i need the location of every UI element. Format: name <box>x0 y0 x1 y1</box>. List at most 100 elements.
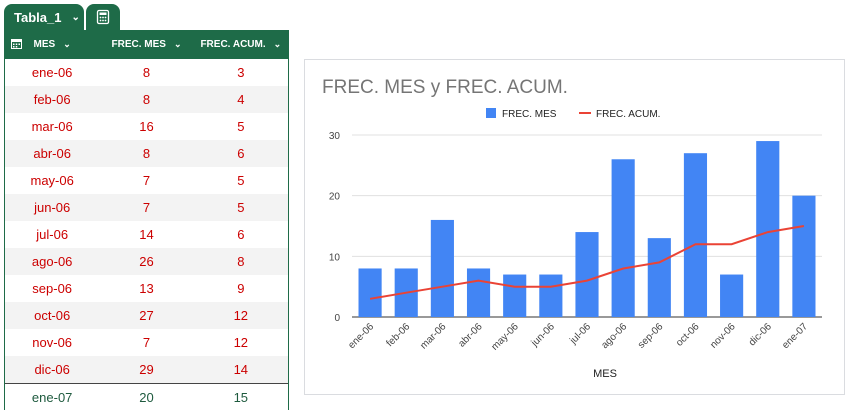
chart-svg: FREC. MES y FREC. ACUM. FREC. MES FREC. AC… <box>322 77 822 380</box>
cell-frec-mes[interactable]: 14 <box>139 227 154 242</box>
y-tick-label: 10 <box>329 252 341 263</box>
column-header-label: FREC. ACUM. <box>200 39 266 50</box>
table-view-button[interactable] <box>86 4 120 30</box>
x-tick-label: ene-06 <box>346 321 376 351</box>
cell-frec-acum[interactable]: 15 <box>233 389 249 405</box>
cell-frec-acum[interactable]: 4 <box>237 92 245 107</box>
calendar-icon <box>11 39 22 49</box>
cell-mes[interactable]: feb-06 <box>33 92 71 107</box>
bar <box>466 268 491 317</box>
cell-frec-acum[interactable]: 3 <box>237 65 245 80</box>
cell-frec-mes[interactable]: 8 <box>142 65 151 80</box>
cell-frec-mes[interactable]: 20 <box>139 389 154 405</box>
cell-mes[interactable]: nov-06 <box>32 335 73 350</box>
cell-frec-mes[interactable]: 8 <box>142 146 151 161</box>
column-header-frec-acum[interactable]: FREC. ACUM. ⌄ <box>194 30 288 59</box>
cell-frec-mes[interactable]: 16 <box>139 119 154 134</box>
table-row[interactable]: may-06 7 5 <box>5 167 288 194</box>
cell-mes[interactable]: may-06 <box>30 173 74 188</box>
chart-card[interactable]: FREC. MES y FREC. ACUM. FREC. MES FREC. AC… <box>304 59 845 395</box>
x-tick-label: jun-06 <box>529 321 557 349</box>
bar <box>683 153 708 317</box>
x-tick-label: dic-06 <box>747 321 774 348</box>
table-name-label: Tabla_1 <box>14 9 62 25</box>
cell-mes[interactable]: ago-06 <box>31 254 73 269</box>
cell-mes[interactable]: ene-07 <box>31 389 73 405</box>
cell-frec-mes[interactable]: 7 <box>142 173 151 188</box>
column-header-label: FREC. MES <box>111 39 166 50</box>
cell-frec-mes[interactable]: 7 <box>142 335 151 350</box>
bar <box>720 274 744 317</box>
cell-frec-acum[interactable]: 9 <box>237 281 245 296</box>
cell-frec-acum[interactable]: 6 <box>237 146 245 161</box>
x-tick-label: jul-06 <box>567 321 593 347</box>
table-row[interactable]: jun-06 7 5 <box>5 194 288 221</box>
cell-frec-acum[interactable]: 6 <box>237 227 245 242</box>
y-tick-label: 30 <box>329 131 341 142</box>
x-axis-label: MES <box>593 368 617 380</box>
cell-frec-mes[interactable]: 8 <box>142 92 151 107</box>
table-row[interactable]: sep-06 13 9 <box>5 275 288 302</box>
series-line <box>369 225 805 300</box>
table-row[interactable]: jul-06 14 6 <box>5 221 288 248</box>
y-tick-label: 20 <box>329 192 341 203</box>
table-row[interactable]: mar-06 16 5 <box>5 113 288 140</box>
cell-frec-acum[interactable]: 12 <box>233 335 249 350</box>
x-tick-label: may-06 <box>489 321 521 353</box>
data-table: MES ⌄ FREC. MES ⌄ FREC. ACUM. ⌄ ene-06 8 3… <box>4 30 289 410</box>
legend-label: FREC. MES <box>502 109 557 120</box>
cell-frec-mes[interactable]: 7 <box>142 200 151 215</box>
cell-frec-mes[interactable]: 13 <box>139 281 154 296</box>
x-tick-label: sep-06 <box>636 321 666 351</box>
bar <box>792 195 816 317</box>
cell-mes[interactable]: sep-06 <box>32 281 73 296</box>
cell-frec-acum[interactable]: 14 <box>233 362 249 377</box>
cell-frec-acum[interactable]: 5 <box>237 173 245 188</box>
column-header-mes[interactable]: MES ⌄ <box>5 30 99 59</box>
table-row[interactable]: dic-06 29 14 <box>5 356 288 383</box>
cell-mes[interactable]: abr-06 <box>33 146 71 161</box>
cell-mes[interactable]: mar-06 <box>31 119 73 134</box>
table-row[interactable]: ene-06 8 3 <box>5 59 288 86</box>
chart-title: FREC. MES y FREC. ACUM. <box>322 77 568 98</box>
chevron-down-icon[interactable]: ⌄ <box>71 11 80 23</box>
table-row[interactable]: feb-06 8 4 <box>5 86 288 113</box>
column-header-label: MES <box>33 39 56 50</box>
chevron-down-icon[interactable]: ⌄ <box>173 39 182 49</box>
legend-swatch-bar <box>486 108 496 118</box>
table-body: ene-06 8 3 feb-06 8 4 mar-06 16 5 abr-06 8 6 may… <box>5 59 288 410</box>
chevron-down-icon[interactable]: ⌄ <box>63 39 71 49</box>
legend-label: FREC. ACUM. <box>596 109 660 120</box>
table-row-last[interactable]: ene-07 20 15 <box>5 383 288 410</box>
cell-mes[interactable]: oct-06 <box>34 308 71 323</box>
bar <box>647 238 671 317</box>
cell-frec-acum[interactable]: 12 <box>233 308 249 323</box>
table-row[interactable]: oct-06 27 12 <box>5 302 288 329</box>
x-tick-label: nov-06 <box>708 321 738 351</box>
table-row[interactable]: nov-06 7 12 <box>5 329 288 356</box>
cell-frec-mes[interactable]: 27 <box>139 308 154 323</box>
x-tick-label: feb-06 <box>385 321 413 349</box>
table-name-tab[interactable]: Tabla_1 ⌄ <box>4 4 84 30</box>
x-tick-label: ago-06 <box>599 321 629 351</box>
cell-frec-acum[interactable]: 8 <box>237 254 245 269</box>
cell-frec-mes[interactable]: 29 <box>139 362 154 377</box>
chevron-down-icon[interactable]: ⌄ <box>273 39 282 49</box>
cell-mes[interactable]: jun-06 <box>34 200 71 215</box>
bar <box>756 141 780 317</box>
cell-mes[interactable]: jul-06 <box>36 227 69 242</box>
cell-mes[interactable]: dic-06 <box>34 362 70 377</box>
cell-mes[interactable]: ene-06 <box>31 65 73 80</box>
calculator-icon <box>96 9 110 25</box>
bar <box>611 159 635 317</box>
table-row[interactable]: ago-06 26 8 <box>5 248 288 275</box>
column-header-frec-mes[interactable]: FREC. MES ⌄ <box>99 30 193 59</box>
y-tick-label: 0 <box>334 313 340 324</box>
cell-frec-acum[interactable]: 5 <box>237 119 245 134</box>
cell-frec-mes[interactable]: 26 <box>139 254 154 269</box>
cell-frec-acum[interactable]: 5 <box>237 200 245 215</box>
x-tick-label: oct-06 <box>674 321 702 349</box>
table-row[interactable]: abr-06 8 6 <box>5 140 288 167</box>
bar <box>575 232 599 317</box>
x-tick-label: abr-06 <box>456 321 485 350</box>
